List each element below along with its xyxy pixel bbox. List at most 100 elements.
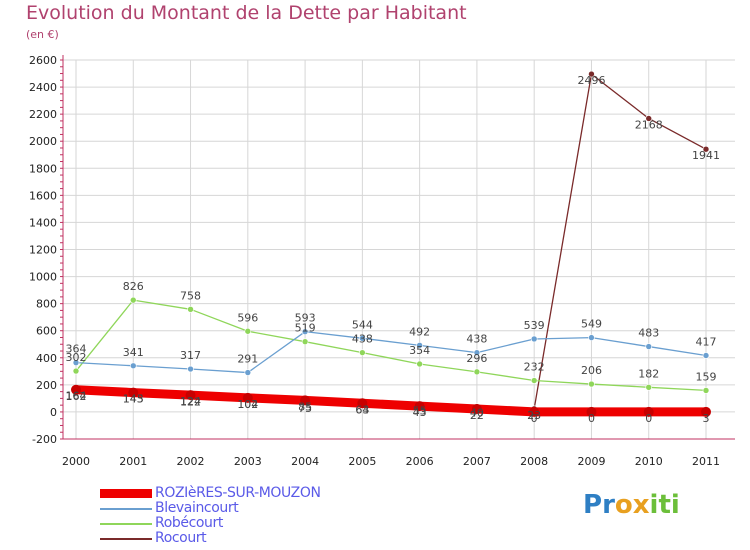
x-tick-label: 2006: [406, 455, 434, 468]
chart-subtitle: (en €): [26, 28, 59, 41]
data-label: 40: [470, 407, 484, 420]
data-label: 438: [352, 333, 373, 346]
data-point: [588, 70, 595, 78]
data-label: 593: [295, 312, 316, 325]
proxiti-logo: Proxiti: [583, 490, 680, 520]
data-point: [643, 406, 654, 417]
legend-label: ROZIèRES-SUR-MOUZON: [155, 485, 321, 501]
data-label: 124: [180, 395, 201, 408]
data-label: 85: [298, 400, 312, 413]
data-point: [357, 398, 368, 409]
data-label: 296: [466, 352, 487, 365]
x-tick-label: 2004: [291, 455, 319, 468]
x-tick-label: 2011: [692, 455, 720, 468]
data-label: 341: [123, 346, 144, 359]
data-label: 364: [66, 343, 87, 356]
data-label: 492: [409, 325, 430, 338]
data-point: [588, 334, 595, 341]
logo-letter: P: [583, 490, 603, 520]
data-label: 159: [696, 370, 717, 383]
data-point: [244, 327, 252, 335]
logo-letter: o: [614, 490, 633, 520]
data-label: 3: [703, 412, 710, 425]
data-label: 182: [638, 367, 659, 380]
data-point: [645, 383, 653, 391]
y-tick-label: 2400: [29, 81, 57, 94]
data-point: [301, 328, 309, 335]
data-label: 104: [237, 398, 258, 411]
data-point: [359, 334, 366, 342]
y-tick-label: 1400: [29, 216, 57, 229]
legend-label: Robécourt: [155, 515, 223, 531]
x-tick-label: 2007: [463, 455, 491, 468]
y-tick-label: 200: [36, 379, 57, 392]
data-point: [702, 145, 710, 153]
data-point: [71, 384, 81, 395]
data-label: 43: [413, 406, 427, 419]
data-label: 826: [123, 280, 144, 293]
logo-letter: i: [649, 490, 659, 520]
data-point: [645, 115, 653, 122]
data-label: 55: [413, 404, 427, 417]
data-label: 302: [66, 351, 87, 364]
data-label: 417: [696, 335, 717, 348]
data-label: 354: [409, 344, 430, 357]
data-label: 64: [355, 403, 369, 416]
data-point: [702, 387, 710, 394]
data-point: [128, 387, 139, 398]
data-label: 122: [180, 395, 201, 408]
x-tick-label: 2005: [348, 455, 376, 468]
data-label: 22: [470, 409, 484, 422]
data-label: 0: [588, 412, 595, 425]
series-line: [71, 385, 711, 417]
data-point: [129, 296, 137, 304]
data-label: 2168: [635, 118, 663, 131]
data-label: 75: [298, 402, 312, 415]
logo-letter: x: [632, 490, 650, 520]
data-point: [586, 406, 597, 417]
x-tick-label: 2010: [635, 455, 663, 468]
y-tick-label: 800: [36, 298, 57, 311]
data-label: 291: [237, 353, 258, 366]
logo-letter: r: [602, 490, 615, 520]
legend-label: Rocourt: [155, 530, 207, 546]
data-point: [416, 360, 423, 368]
data-point: [187, 365, 194, 373]
logo-letter: i: [670, 490, 680, 520]
data-point: [414, 401, 425, 412]
y-tick-label: 2200: [29, 108, 57, 121]
line-chart: -200020040060080010001200140016001800200…: [29, 54, 735, 468]
data-point: [702, 352, 710, 359]
y-tick-label: 2600: [29, 54, 57, 67]
data-point: [473, 349, 481, 356]
data-label: 549: [581, 318, 602, 331]
data-label: 2496: [577, 74, 605, 87]
x-tick-label: 2008: [520, 455, 548, 468]
data-point: [529, 406, 540, 417]
data-label: 1941: [692, 149, 720, 162]
legend-swatch: [100, 508, 152, 510]
y-tick-label: -200: [32, 433, 57, 446]
data-label: 102: [237, 398, 258, 411]
data-label: 758: [180, 289, 201, 302]
data-point: [129, 362, 137, 370]
data-point: [530, 335, 538, 343]
x-tick-label: 2000: [62, 455, 90, 468]
data-point: [701, 406, 711, 417]
x-tick-label: 2009: [577, 455, 605, 468]
data-label: 438: [466, 333, 487, 346]
data-label: 519: [295, 322, 316, 335]
data-label: 483: [638, 327, 659, 340]
x-tick-label: 2003: [234, 455, 262, 468]
y-tick-label: 600: [36, 325, 57, 338]
data-point: [530, 377, 538, 384]
data-label: 164: [66, 390, 87, 403]
legend-swatch: [100, 538, 152, 540]
series-line: [75, 299, 707, 392]
data-label: 596: [237, 311, 258, 324]
y-tick-label: 2000: [29, 135, 57, 148]
data-point: [185, 390, 196, 401]
data-label: 317: [180, 349, 201, 362]
data-label: 232: [524, 361, 545, 374]
data-label: 0: [645, 412, 652, 425]
